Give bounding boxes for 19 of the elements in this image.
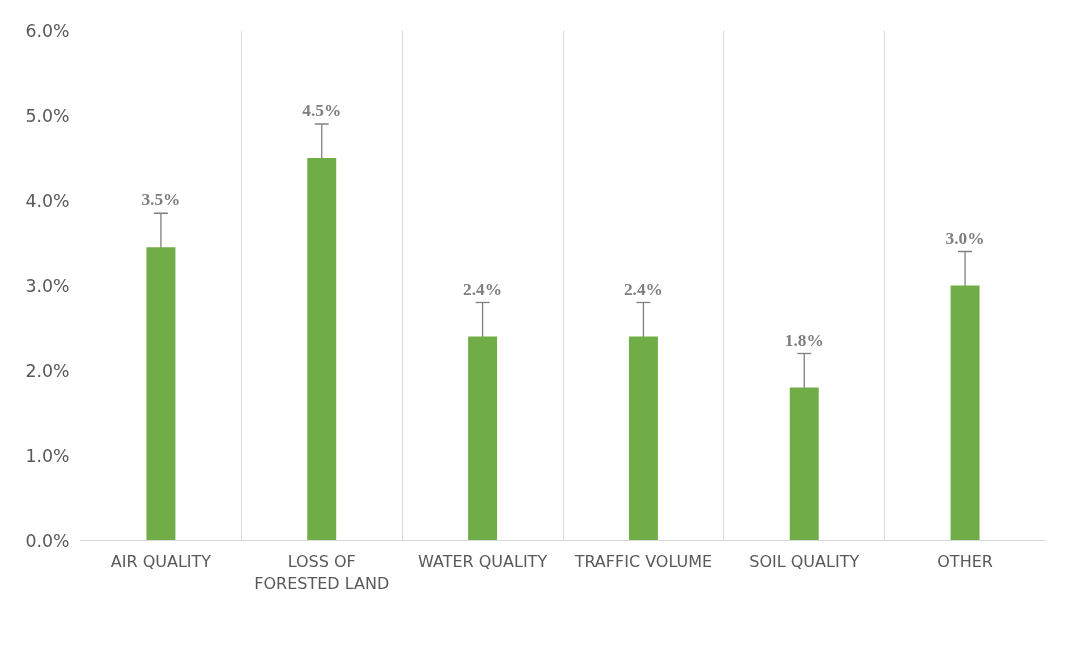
y-tick-label: 3.0%	[25, 275, 70, 296]
y-tick-label: 0.0%	[25, 530, 70, 551]
data-label: 4.5%	[302, 101, 342, 120]
x-tick-label: WATER QUALITY	[418, 551, 548, 571]
x-tick-label: SOIL QUALITY	[749, 551, 860, 571]
data-label: 3.5%	[141, 190, 181, 210]
x-tick-label: AIR QUALITY	[110, 551, 212, 571]
y-tick-label: 1.0%	[25, 445, 70, 466]
x-tick-label: LOSS OF FORESTED LAND	[254, 551, 390, 594]
y-tick-label: 5.0%	[25, 105, 70, 126]
y-tick-label: 2.0%	[25, 360, 70, 381]
x-tick-label: OTHER	[937, 551, 993, 571]
data-label: 2.4%	[463, 279, 503, 299]
data-label: 3.0%	[945, 228, 985, 248]
data-label: 1.8%	[784, 330, 824, 350]
data-label: 2.4%	[623, 279, 663, 299]
x-tick-label: TRAFFIC VOLUME	[573, 551, 713, 571]
y-tick-label: 4.0%	[25, 190, 70, 211]
y-tick-label: 6.0%	[25, 20, 70, 41]
